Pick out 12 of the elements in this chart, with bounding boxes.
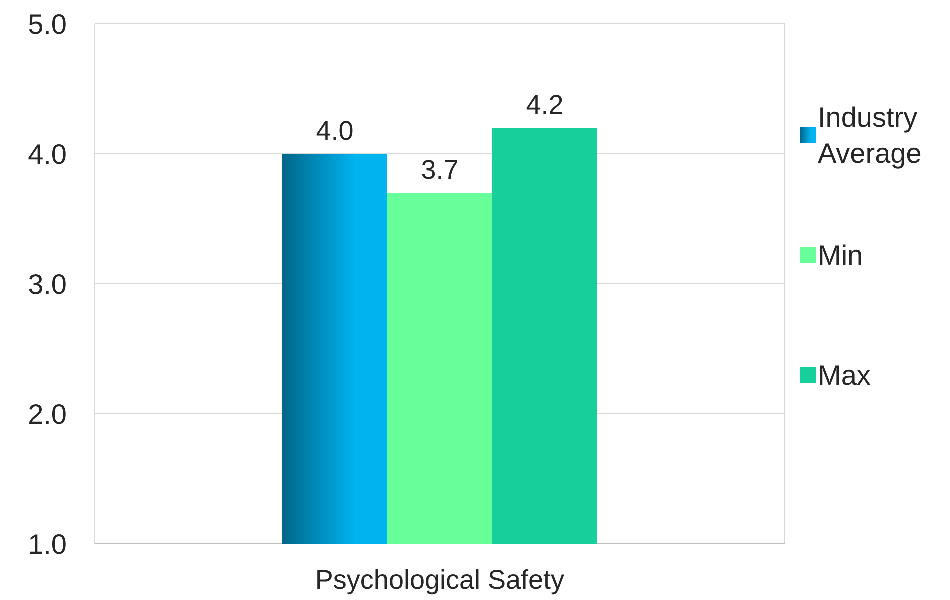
data-label: 4.0 xyxy=(316,116,354,146)
y-tick-label: 2.0 xyxy=(28,399,67,430)
data-label: 4.2 xyxy=(526,90,564,120)
x-tick-label: Psychological Safety xyxy=(315,565,566,595)
y-tick-label: 3.0 xyxy=(28,269,67,300)
legend-label: Industry Average xyxy=(818,102,922,169)
legend-label: Min xyxy=(818,240,864,271)
y-tick-label: 5.0 xyxy=(28,9,67,40)
data-label: 3.7 xyxy=(421,155,459,185)
legend-label: Max xyxy=(818,360,871,391)
y-tick-label: 1.0 xyxy=(28,529,67,560)
y-tick-label: 4.0 xyxy=(28,139,67,170)
